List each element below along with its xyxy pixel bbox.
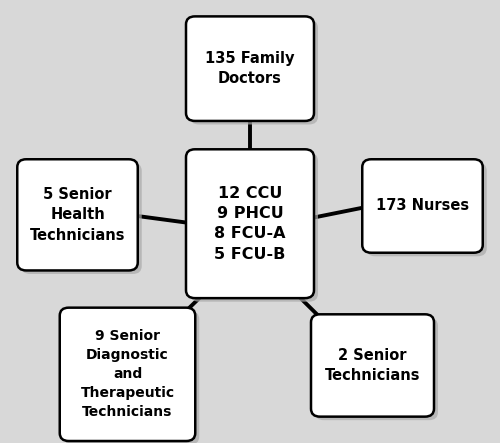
FancyBboxPatch shape [190,20,318,124]
FancyBboxPatch shape [186,149,314,298]
FancyBboxPatch shape [17,159,138,270]
FancyBboxPatch shape [22,163,142,274]
Text: 173 Nurses: 173 Nurses [376,198,469,214]
Text: 135 Family
Doctors: 135 Family Doctors [206,51,295,86]
Text: 9 Senior
Diagnostic
and
Therapeutic
Technicians: 9 Senior Diagnostic and Therapeutic Tech… [80,330,174,419]
Text: 2 Senior
Technicians: 2 Senior Technicians [325,348,420,383]
FancyBboxPatch shape [311,315,434,416]
Text: 5 Senior
Health
Technicians: 5 Senior Health Technicians [30,187,125,243]
FancyBboxPatch shape [362,159,482,253]
FancyBboxPatch shape [60,307,195,441]
FancyBboxPatch shape [366,163,486,256]
FancyBboxPatch shape [190,153,318,302]
Text: 12 CCU
9 PHCU
8 FCU-A
5 FCU-B: 12 CCU 9 PHCU 8 FCU-A 5 FCU-B [214,186,286,262]
FancyBboxPatch shape [186,16,314,121]
FancyBboxPatch shape [315,318,438,420]
FancyBboxPatch shape [64,311,199,443]
